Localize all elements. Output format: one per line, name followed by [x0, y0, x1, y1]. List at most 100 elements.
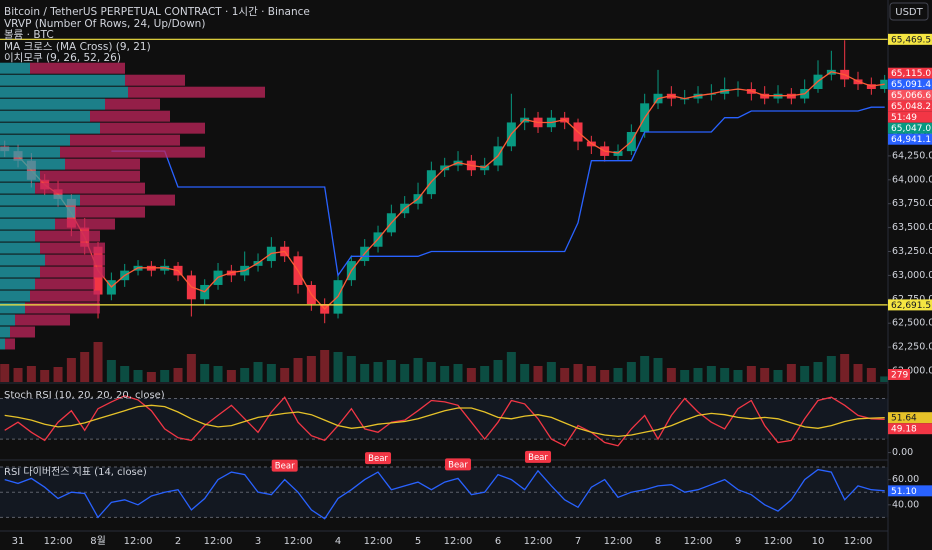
price-badge [888, 78, 932, 90]
x-tick-label: 12:00 [444, 536, 473, 547]
volume-bar [653, 358, 663, 382]
vrvp-up [0, 182, 35, 194]
vrvp-down [55, 218, 115, 230]
currency[interactable]: USDT [895, 7, 923, 18]
y-tick-label: 64,000.0 [892, 174, 932, 185]
volume-bar [680, 370, 690, 382]
volume-bar [413, 358, 423, 382]
signal-badge [525, 450, 552, 463]
x-tick-label: 12:00 [524, 536, 553, 547]
price-badge-label: 49.18 [891, 425, 917, 435]
indicator-line [4, 468, 885, 520]
volume-bar [186, 354, 196, 382]
vrvp-up [0, 230, 35, 242]
price-badge [888, 299, 932, 311]
plot-area: Stoch RSI (10, 20, 20, 20, close) Bear Bea… [0, 38, 932, 532]
vrvp-up [0, 314, 15, 326]
vrvp-up [0, 218, 55, 230]
vrvp-down [35, 182, 145, 194]
volume-bar [40, 370, 50, 382]
volume-bar [840, 354, 850, 382]
volume-bar [520, 364, 530, 382]
volume-bar [386, 360, 396, 382]
price-badge-label: 64,941.1 [891, 135, 931, 145]
vrvp-up [0, 146, 60, 158]
indicator-label: 볼륨 · BTC [4, 29, 54, 41]
y-tick-label: 62,250.0 [892, 342, 932, 353]
vrvp-down [10, 326, 35, 338]
volume-bar [146, 372, 156, 382]
price-badge [888, 122, 932, 134]
panel-title: Stoch RSI (10, 20, 20, 20, close) [4, 390, 165, 401]
signal-label: Bear [368, 454, 388, 464]
volume-bar [333, 352, 343, 382]
vrvp-up [0, 290, 30, 302]
vrvp-down [105, 98, 160, 110]
volume-bar [26, 366, 36, 382]
x-tick-label: 12:00 [204, 536, 233, 547]
volume-bar [720, 368, 730, 382]
vrvp-up [0, 122, 100, 134]
volume-bar [106, 360, 116, 382]
x-tick-label: 4 [335, 536, 341, 547]
vrvp-down [5, 338, 15, 350]
vrvp-up [0, 194, 80, 206]
volume-bar [293, 358, 303, 382]
volume-bar [53, 367, 63, 382]
price-badge-label: 62,691.5 [891, 301, 931, 311]
vrvp-up [0, 134, 70, 146]
volume-bar [480, 366, 490, 382]
volume-bar [760, 368, 770, 382]
y-tick-label: 62,500.0 [892, 318, 932, 329]
vrvp-up [0, 278, 35, 290]
signal-badge [445, 458, 472, 471]
vrvp-down [15, 314, 70, 326]
symbol-title: Bitcoin / TetherUS PERPETUAL CONTRACT · … [4, 6, 310, 18]
overlay-line [111, 106, 885, 278]
indicator-label: MA 크로스 (MA Cross) (9, 21) [4, 41, 151, 53]
volume-bar [400, 364, 410, 382]
volume-bar [93, 342, 103, 382]
price-badge [888, 67, 932, 79]
volume-bar [426, 362, 436, 382]
x-tick-label: 6 [495, 536, 501, 547]
indicator-line [4, 395, 885, 447]
volume-bar [440, 366, 450, 382]
volume-bar [373, 362, 383, 382]
vrvp-down [25, 302, 100, 314]
y-tick-label: 63,750.0 [892, 198, 932, 209]
price-badge-label: 65,048.2 [891, 102, 931, 112]
volume-bar [746, 366, 756, 382]
x-tick-label: 12:00 [44, 536, 73, 547]
y-tick-label: 63,500.0 [892, 222, 932, 233]
legend: Bitcoin / TetherUS PERPETUAL CONTRACT · … [4, 6, 310, 64]
vrvp-down [100, 122, 205, 134]
vrvp-up [0, 98, 105, 110]
vrvp-down [90, 110, 170, 122]
price-badge [888, 133, 932, 145]
volume-bar [133, 370, 143, 382]
vrvp-up [0, 338, 5, 350]
price-badge-label: 65,091.4 [891, 80, 931, 90]
signal-badge [271, 459, 298, 472]
volume-bar [613, 368, 623, 382]
y-tick-label: 62,000.0 [892, 366, 932, 377]
volume-bar [306, 356, 316, 382]
volume-bar [626, 362, 636, 382]
volume-bar [493, 360, 503, 382]
price-badge [888, 89, 932, 101]
vrvp-up [0, 206, 75, 218]
price-badge [888, 33, 932, 45]
volume-bar [666, 368, 676, 382]
volume-bar [360, 364, 370, 382]
volume-badge-label: 279 [891, 371, 908, 381]
vrvp-down [65, 158, 140, 170]
price-badge-label: 65,047.0 [891, 124, 931, 134]
y-tick-label: 0.00 [892, 447, 913, 458]
currency-box[interactable] [889, 2, 929, 21]
vrvp-up [0, 326, 10, 338]
y-tick-label: 63,250.0 [892, 246, 932, 257]
volume-bar [120, 366, 130, 382]
x-tick-label: 12:00 [124, 536, 153, 547]
volume-bar [173, 368, 183, 382]
